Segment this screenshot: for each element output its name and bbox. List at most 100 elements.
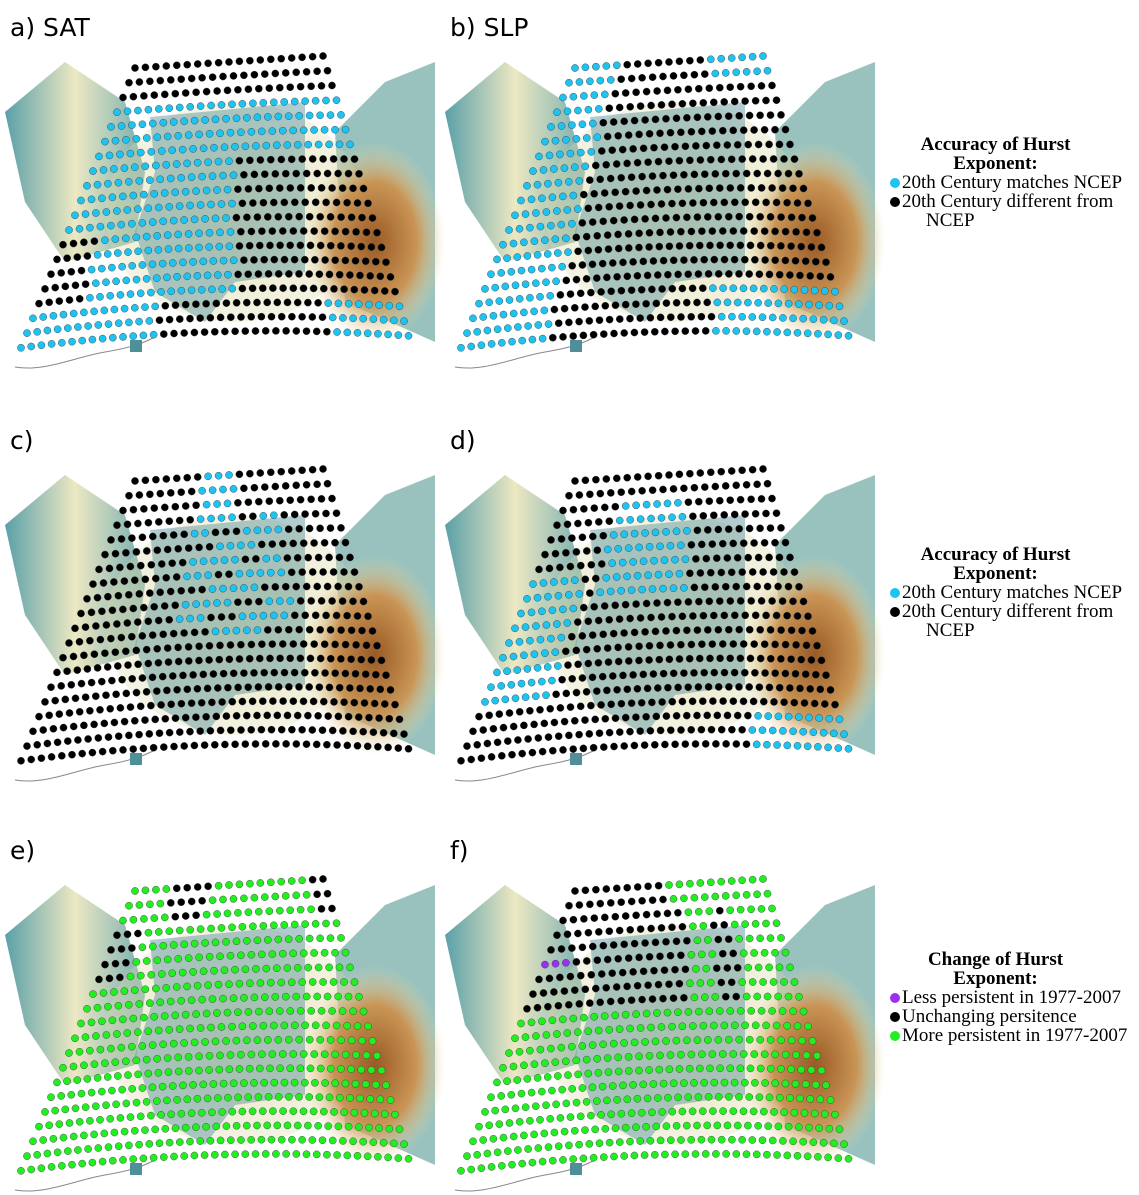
grid-point	[368, 656, 375, 663]
grid-point	[338, 214, 345, 221]
grid-point	[215, 981, 222, 988]
grid-point	[309, 978, 316, 985]
grid-point	[208, 925, 215, 932]
grid-point	[309, 53, 316, 60]
grid-point	[342, 949, 349, 956]
grid-point	[151, 915, 158, 922]
grid-point	[228, 613, 235, 620]
grid-point	[231, 966, 238, 973]
grid-point	[510, 653, 517, 660]
grid-point	[698, 541, 705, 548]
grid-point	[734, 712, 741, 719]
grid-point	[321, 1051, 328, 1058]
grid-point	[688, 641, 695, 648]
grid-point	[782, 257, 789, 264]
grid-point	[606, 105, 613, 112]
grid-point	[248, 541, 255, 548]
grid-point	[258, 541, 265, 548]
grid-point	[567, 563, 574, 570]
grid-point	[607, 588, 614, 595]
grid-point	[600, 119, 607, 126]
grid-point	[62, 1106, 69, 1113]
grid-point	[668, 924, 675, 931]
grid-point	[44, 740, 51, 747]
grid-point	[760, 978, 767, 985]
grid-point	[361, 286, 368, 293]
grid-point	[344, 1022, 351, 1029]
grid-point	[811, 287, 818, 294]
grid-point	[275, 626, 282, 633]
grid-point	[646, 656, 653, 663]
grid-point	[239, 923, 246, 930]
grid-point	[219, 172, 226, 179]
grid-point	[281, 98, 288, 105]
grid-point	[371, 1110, 378, 1117]
grid-point	[182, 502, 189, 509]
grid-point	[658, 1023, 665, 1030]
grid-point	[658, 200, 665, 207]
grid-point	[606, 1139, 613, 1146]
grid-point	[245, 1094, 252, 1101]
grid-point	[538, 195, 545, 202]
grid-point	[236, 570, 243, 577]
grid-point	[154, 645, 161, 652]
grid-point	[230, 1080, 237, 1087]
grid-point	[405, 332, 412, 339]
grid-point	[131, 64, 138, 71]
grid-point	[385, 331, 392, 338]
grid-point	[689, 923, 696, 930]
grid-point	[188, 1110, 195, 1117]
grid-point	[267, 156, 274, 163]
grid-point	[190, 558, 197, 565]
grid-point	[543, 208, 550, 215]
grid-point	[188, 287, 195, 294]
grid-point	[791, 569, 798, 576]
grid-point	[733, 740, 740, 747]
grid-point	[255, 1008, 262, 1015]
grid-point	[504, 325, 511, 332]
grid-point	[28, 343, 35, 350]
grid-point	[345, 713, 352, 720]
grid-point	[652, 939, 659, 946]
grid-point	[188, 488, 195, 495]
grid-point	[665, 571, 672, 578]
grid-point	[600, 942, 607, 949]
grid-point	[249, 612, 256, 619]
grid-point	[544, 1073, 551, 1080]
grid-point	[631, 940, 638, 947]
grid-point	[691, 894, 698, 901]
grid-point	[576, 1000, 583, 1007]
grid-point	[676, 157, 683, 164]
grid-point	[740, 698, 747, 705]
grid-point	[579, 944, 586, 951]
grid-point	[555, 320, 562, 327]
grid-point	[297, 83, 304, 90]
grid-point	[579, 674, 586, 681]
grid-point	[161, 602, 168, 609]
grid-point	[730, 640, 737, 647]
grid-point	[721, 199, 728, 206]
grid-point	[736, 935, 743, 942]
grid-point	[591, 1013, 598, 1020]
grid-point	[619, 146, 626, 153]
grid-point	[731, 199, 738, 206]
grid-point	[299, 726, 306, 733]
grid-point	[311, 1051, 318, 1058]
grid-point	[730, 950, 737, 957]
grid-point	[596, 317, 603, 324]
grid-point	[56, 711, 63, 718]
grid-point	[149, 533, 156, 540]
grid-point	[752, 920, 759, 927]
grid-point	[775, 170, 782, 177]
grid-point	[689, 1108, 696, 1115]
grid-point	[624, 474, 631, 481]
grid-point	[565, 732, 572, 739]
grid-point	[207, 1024, 214, 1031]
grid-point	[345, 1123, 352, 1130]
grid-point	[718, 313, 725, 320]
grid-point	[181, 216, 188, 223]
grid-point	[228, 924, 235, 931]
grid-point	[122, 648, 129, 655]
grid-point	[592, 985, 599, 992]
grid-point	[107, 123, 114, 130]
